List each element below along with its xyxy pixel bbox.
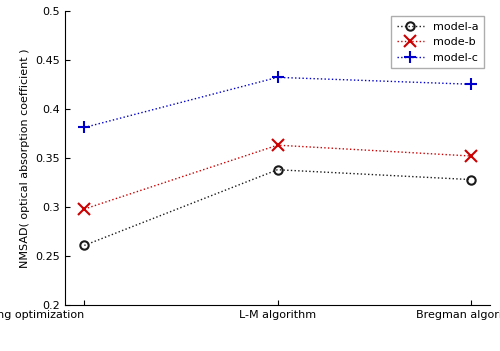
model-a xyxy=(274,168,280,172)
model-c xyxy=(274,75,280,79)
Y-axis label: NMSAD( optical absorption coefficient ): NMSAD( optical absorption coefficient ) xyxy=(20,48,30,268)
mode-b xyxy=(468,154,473,158)
Line: model-c: model-c xyxy=(78,71,477,134)
Line: mode-b: mode-b xyxy=(78,139,477,215)
model-a xyxy=(82,243,87,247)
model-c xyxy=(468,82,473,86)
Line: model-a: model-a xyxy=(80,166,475,250)
model-a xyxy=(468,178,473,182)
model-c xyxy=(82,125,87,130)
mode-b xyxy=(82,207,87,211)
Legend: model-a, mode-b, model-c: model-a, mode-b, model-c xyxy=(391,16,484,68)
mode-b xyxy=(274,143,280,147)
